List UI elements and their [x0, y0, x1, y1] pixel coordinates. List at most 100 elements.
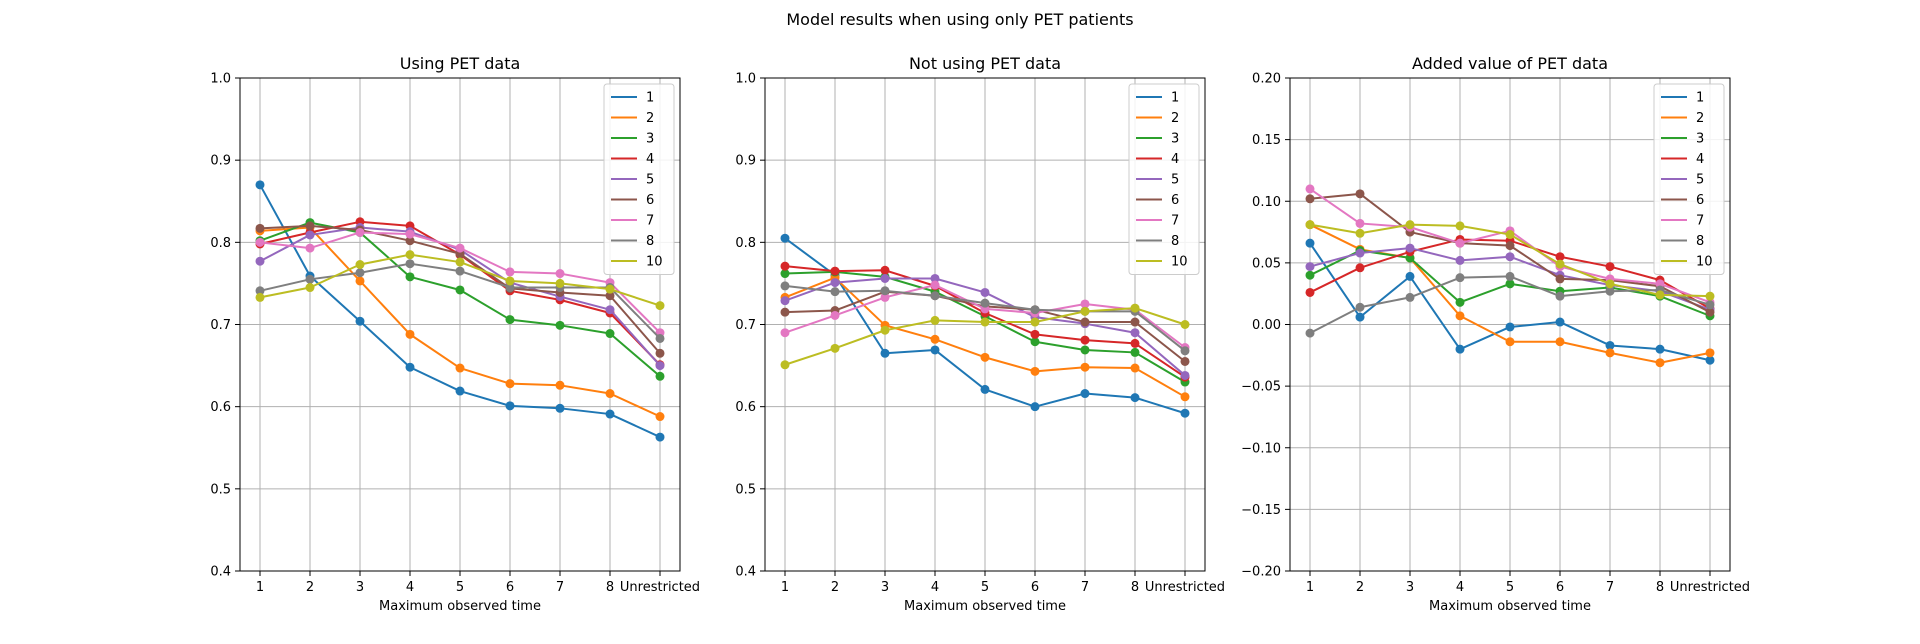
data-point-8 [1505, 271, 1515, 281]
data-point-6 [1355, 189, 1365, 199]
data-point-7 [455, 243, 465, 253]
data-point-3 [605, 329, 615, 339]
data-point-4 [1030, 329, 1040, 339]
data-point-10 [1305, 220, 1315, 230]
data-point-4 [1130, 338, 1140, 348]
data-point-1 [1130, 393, 1140, 403]
x-tick-label: 6 [1556, 580, 1564, 595]
data-point-2 [1605, 348, 1615, 358]
data-point-5 [830, 278, 840, 288]
data-point-10 [1130, 303, 1140, 313]
axes-frame [239, 77, 681, 572]
legend-box [1653, 83, 1725, 275]
data-point-8 [355, 268, 365, 278]
legend-box [1128, 83, 1200, 275]
data-point-7 [830, 310, 840, 320]
data-point-5 [780, 296, 790, 306]
legend-label: 10 [646, 255, 663, 270]
data-point-4 [830, 266, 840, 276]
data-point-1 [980, 384, 990, 394]
y-tick-label: 0.5 [735, 482, 756, 497]
data-point-10 [830, 343, 840, 353]
legend-box [603, 83, 675, 275]
data-point-4 [1355, 263, 1365, 273]
legend-label: 2 [1696, 111, 1704, 126]
data-point-1 [1655, 344, 1665, 354]
data-point-6 [405, 236, 415, 246]
data-point-6 [605, 291, 615, 301]
y-tick-label: 0.7 [735, 318, 756, 333]
x-tick-label: 4 [931, 580, 939, 595]
legend: 1 2 3 4 5 6 7 8 10 [603, 83, 675, 275]
legend: 1 2 3 4 5 6 7 8 10 [1128, 83, 1200, 275]
x-axis-label: Maximum observed time [379, 599, 541, 614]
data-point-10 [1555, 259, 1565, 269]
y-tick-label: 0.6 [735, 400, 756, 415]
legend-label: 5 [1171, 173, 1179, 188]
legend-label: 7 [1696, 214, 1704, 229]
legend-label: 7 [646, 214, 654, 229]
data-point-1 [255, 180, 265, 190]
data-point-5 [1305, 262, 1315, 272]
data-point-6 [1705, 307, 1715, 317]
x-tick-label: 2 [306, 580, 314, 595]
legend-label: 7 [1171, 214, 1179, 229]
data-point-7 [1455, 238, 1465, 248]
x-tick-label: 1 [256, 580, 264, 595]
legend-label: 2 [646, 111, 654, 126]
data-point-3 [780, 269, 790, 279]
data-point-7 [1305, 184, 1315, 194]
legend-label: 3 [1696, 132, 1704, 147]
x-tick-label: Unrestricted [1670, 580, 1750, 595]
data-point-2 [1505, 337, 1515, 347]
data-point-10 [780, 360, 790, 370]
y-tick-label: −0.10 [1241, 441, 1281, 456]
x-tick-label: 1 [781, 580, 789, 595]
data-point-8 [1455, 273, 1465, 283]
data-point-1 [930, 345, 940, 355]
data-point-6 [1505, 241, 1515, 251]
data-point-5 [305, 230, 315, 240]
data-point-10 [355, 260, 365, 270]
y-tick-label: 0.00 [1252, 318, 1281, 333]
x-tick-label: 8 [606, 580, 614, 595]
data-point-8 [505, 283, 515, 293]
data-point-10 [655, 301, 665, 311]
data-point-6 [255, 223, 265, 233]
x-tick-label: 8 [1656, 580, 1664, 595]
axes-frame [764, 77, 1206, 572]
x-axis-label: Maximum observed time [904, 599, 1066, 614]
legend-label: 6 [646, 193, 654, 208]
data-point-8 [255, 286, 265, 296]
y-tick-label: 0.20 [1252, 72, 1281, 87]
data-point-1 [1405, 271, 1415, 281]
legend-label: 1 [646, 91, 654, 106]
data-point-8 [1705, 300, 1715, 310]
data-point-10 [505, 276, 515, 286]
y-tick-label: 0.10 [1252, 195, 1281, 210]
x-tick-label: 1 [1306, 580, 1314, 595]
data-point-10 [1030, 317, 1040, 327]
data-point-4 [1305, 287, 1315, 297]
data-point-10 [1355, 228, 1365, 238]
y-tick-label: 0.4 [210, 565, 231, 580]
legend-label: 10 [1696, 255, 1713, 270]
data-point-3 [1405, 253, 1415, 263]
legend-label: 8 [1696, 234, 1704, 249]
figure-title: Model results when using only PET patien… [786, 10, 1133, 29]
legend: 1 2 3 4 5 6 7 8 10 [1653, 83, 1725, 275]
x-tick-label: 8 [1131, 580, 1139, 595]
x-tick-label: 5 [456, 580, 464, 595]
x-tick-label: 7 [1606, 580, 1614, 595]
data-point-1 [605, 409, 615, 419]
data-point-5 [1455, 255, 1465, 265]
legend-label: 4 [646, 152, 654, 167]
data-point-7 [1655, 279, 1665, 289]
data-point-6 [305, 221, 315, 231]
data-point-2 [1555, 337, 1565, 347]
data-point-1 [1030, 402, 1040, 412]
data-point-5 [1505, 252, 1515, 262]
x-tick-label: 2 [831, 580, 839, 595]
